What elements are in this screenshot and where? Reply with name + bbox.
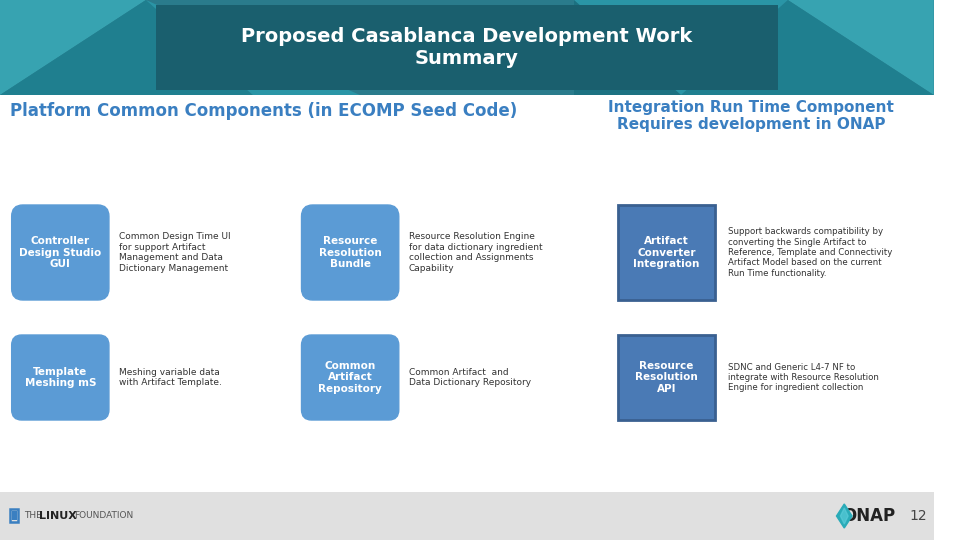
FancyBboxPatch shape bbox=[301, 205, 398, 300]
FancyBboxPatch shape bbox=[617, 335, 715, 420]
Text: LINUX: LINUX bbox=[39, 511, 77, 521]
Text: 12: 12 bbox=[909, 509, 927, 523]
Text: Resource
Resolution
API: Resource Resolution API bbox=[635, 361, 698, 394]
Polygon shape bbox=[0, 0, 146, 95]
Polygon shape bbox=[681, 0, 934, 95]
Polygon shape bbox=[788, 0, 934, 95]
Polygon shape bbox=[146, 0, 360, 95]
FancyBboxPatch shape bbox=[301, 335, 398, 420]
FancyBboxPatch shape bbox=[12, 511, 16, 520]
FancyBboxPatch shape bbox=[0, 0, 934, 95]
Text: ONAP: ONAP bbox=[842, 507, 895, 525]
Text: Artifact
Converter
Integration: Artifact Converter Integration bbox=[633, 236, 700, 269]
Polygon shape bbox=[836, 504, 852, 528]
Text: Resource
Resolution
Bundle: Resource Resolution Bundle bbox=[319, 236, 381, 269]
Text: Common
Artifact
Repository: Common Artifact Repository bbox=[319, 361, 382, 394]
FancyBboxPatch shape bbox=[12, 335, 108, 420]
Text: Integration Run Time Component
Requires development in ONAP: Integration Run Time Component Requires … bbox=[608, 100, 894, 132]
FancyBboxPatch shape bbox=[617, 205, 715, 300]
Text: Common Design Time UI
for support Artifact
Management and Data
Dictionary Manage: Common Design Time UI for support Artifa… bbox=[119, 232, 230, 273]
Text: Support backwards compatibility by
converting the Single Artifact to
Reference, : Support backwards compatibility by conve… bbox=[728, 227, 892, 278]
Text: Proposed Casablanca Development Work
Summary: Proposed Casablanca Development Work Sum… bbox=[241, 28, 692, 69]
Text: Platform Common Components (in ECOMP Seed Code): Platform Common Components (in ECOMP See… bbox=[10, 102, 517, 120]
FancyBboxPatch shape bbox=[156, 5, 779, 90]
FancyBboxPatch shape bbox=[0, 492, 934, 540]
FancyBboxPatch shape bbox=[12, 205, 108, 300]
Polygon shape bbox=[574, 0, 681, 95]
Polygon shape bbox=[574, 0, 788, 95]
Text: SDNC and Generic L4-7 NF to
integrate with Resource Resolution
Engine for ingred: SDNC and Generic L4-7 NF to integrate wi… bbox=[728, 362, 878, 393]
Polygon shape bbox=[840, 508, 848, 524]
Text: THE: THE bbox=[24, 511, 42, 521]
Text: Template
Meshing mS: Template Meshing mS bbox=[25, 367, 96, 388]
Polygon shape bbox=[0, 0, 252, 95]
Text: FOUNDATION: FOUNDATION bbox=[74, 511, 133, 521]
Text: Meshing variable data
with Artifact Template.: Meshing variable data with Artifact Temp… bbox=[119, 368, 222, 387]
Text: Common Artifact  and
Data Dictionary Repository: Common Artifact and Data Dictionary Repo… bbox=[409, 368, 531, 387]
Text: Controller
Design Studio
GUI: Controller Design Studio GUI bbox=[19, 236, 102, 269]
Text: Resource Resolution Engine
for data dictionary ingredient
collection and Assignm: Resource Resolution Engine for data dict… bbox=[409, 232, 542, 273]
